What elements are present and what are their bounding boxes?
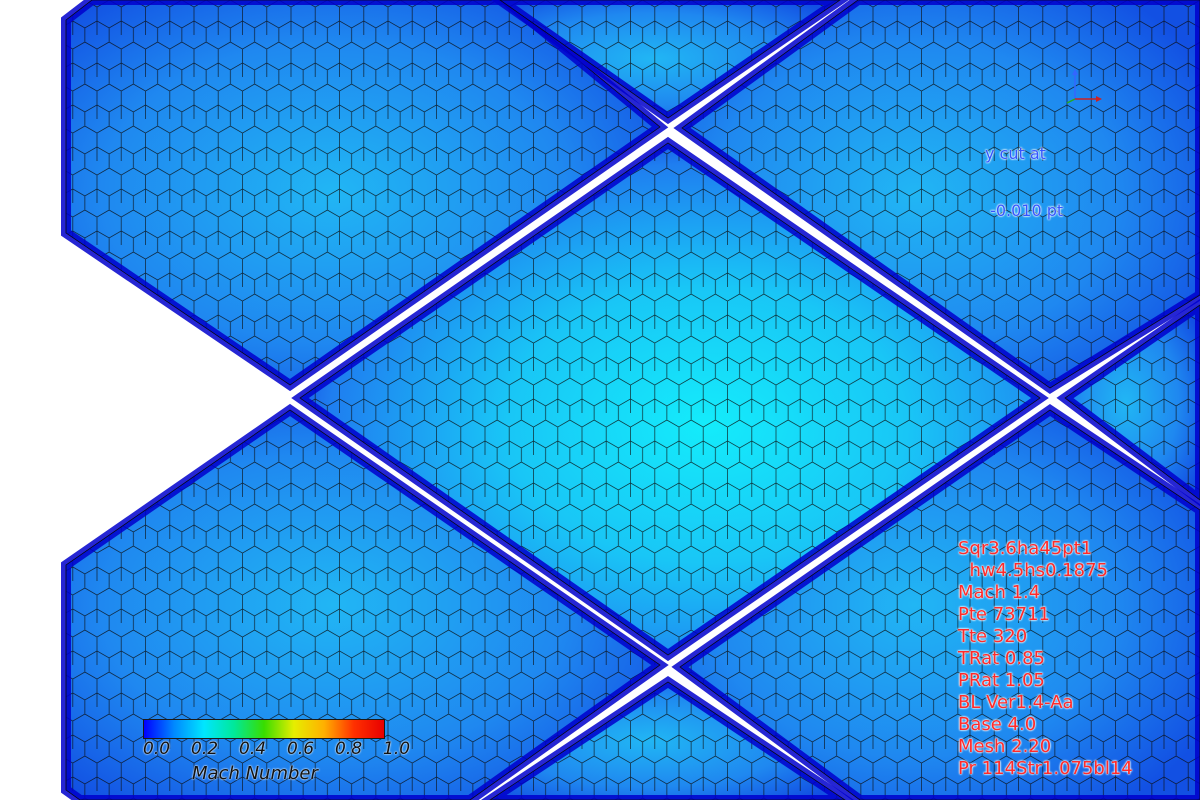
panel-boundary-layer [65, 409, 661, 800]
case-base: Base 4.0 [958, 714, 1037, 735]
colorbar-tick: 0.2 [191, 739, 219, 759]
case-bl-version: BL Ver1.4-Aa [958, 692, 1074, 713]
colorbar-tick: 1.0 [383, 739, 411, 759]
panel-boundary-layer [299, 142, 1041, 656]
colorbar-title: Mach Number [192, 763, 318, 784]
case-geometry: hw4.5hs0.1875 [958, 560, 1108, 581]
panel-mesh-overlay [500, 0, 840, 118]
colorbar-tick: 0.4 [239, 739, 267, 759]
diamond-panel-right-edge [1056, 298, 1200, 507]
colorbar-tick: 0.8 [335, 739, 363, 759]
case-mesh: Mesh 2.20 [958, 736, 1052, 757]
mach-colorbar [143, 719, 385, 739]
panel-mesh-overlay [490, 682, 845, 800]
case-prat: PRat 1.05 [958, 670, 1045, 691]
cut-plane-label: y cut at -0.010 pt [985, 106, 1063, 258]
case-mach: Mach 1.4 [958, 582, 1041, 603]
diamond-panel-bottom-right [671, 403, 1200, 800]
diamond-panel-top-center [491, 0, 849, 125]
diamond-panel-center [291, 136, 1049, 662]
panel-mesh-overlay [682, 0, 1200, 388]
panel-boundary-layer [1064, 304, 1200, 501]
mach-colorbar-ticks: 0.0 0.2 0.4 0.6 0.8 1.0 [143, 739, 413, 761]
case-trat: TRat 0.85 [958, 648, 1045, 669]
cut-label-line-1: y cut at [985, 144, 1046, 163]
case-name: Sqr3.6ha45pt1 [958, 538, 1093, 559]
case-pr: Pr 114Str1.075bl14 [958, 758, 1133, 779]
panel-mesh-overlay [1065, 305, 1200, 500]
case-info-block: Sqr3.6ha45pt1 hw4.5hs0.1875 Mach 1.4 Pte… [958, 538, 1133, 780]
case-pte: Pte 73711 [958, 604, 1050, 625]
panel-boundary-layer [489, 681, 846, 800]
panel-boundary-layer [499, 0, 841, 119]
panel-boundary-layer [65, 0, 661, 386]
case-tte: Tte 320 [958, 626, 1028, 647]
panel-mesh-overlay [66, 0, 660, 385]
panel-mesh-overlay [66, 410, 660, 800]
cut-label-line-2: -0.010 pt [985, 201, 1064, 220]
diamond-panel-top-right [673, 0, 1200, 394]
panel-mesh-overlay [680, 410, 1200, 800]
panel-boundary-layer [679, 409, 1200, 800]
panel-boundary-layer [681, 0, 1200, 389]
diamond-panel-bottom-center [480, 675, 855, 800]
colorbar-tick: 0.0 [143, 739, 171, 759]
axis-triad-icon [1063, 65, 1103, 111]
diamond-panel-bottom-left [61, 403, 669, 800]
colorbar-tick: 0.6 [287, 739, 315, 759]
diamond-panel-top-left [61, 0, 669, 392]
